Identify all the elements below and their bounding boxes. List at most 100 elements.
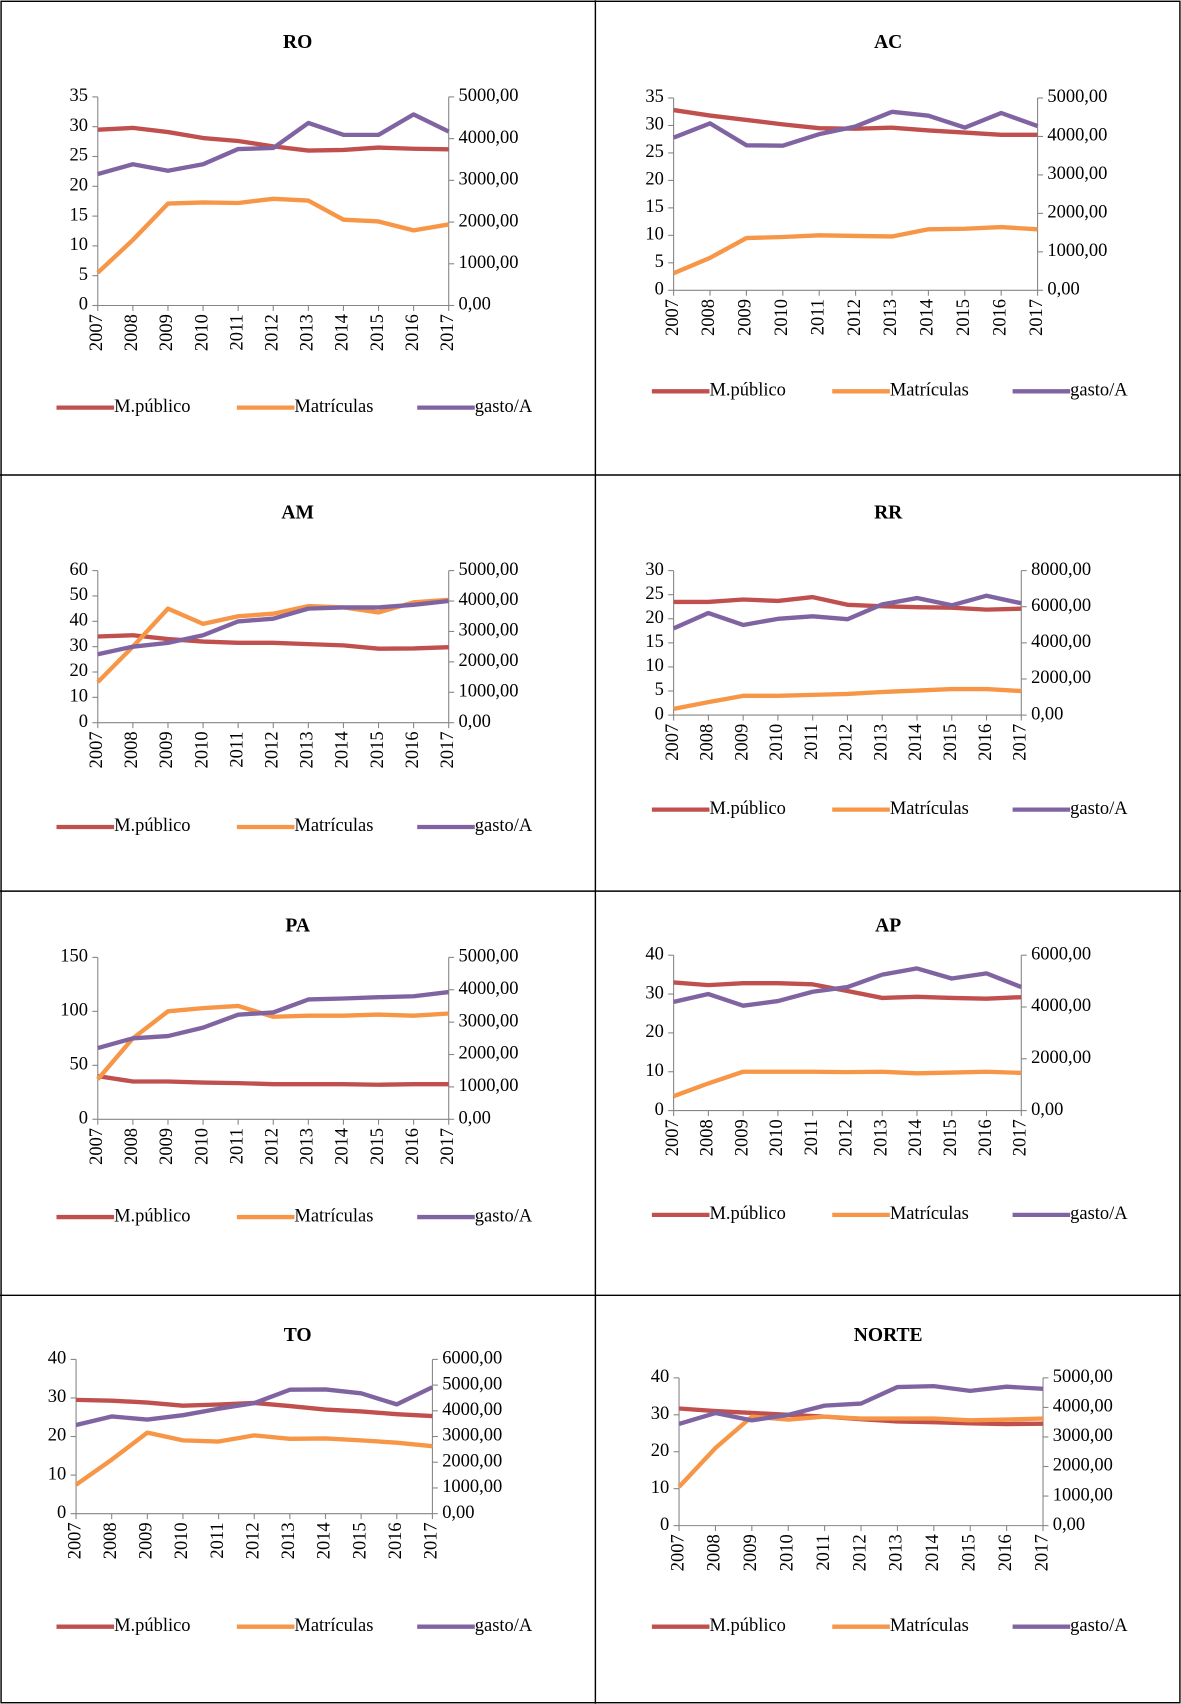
x-tick-label: 2007 <box>86 731 106 768</box>
y2-tick-label: 3000,00 <box>1047 163 1107 183</box>
x-tick-label: 2010 <box>766 1119 786 1156</box>
y2-tick-label: 0,00 <box>458 1108 490 1128</box>
y2-tick-label: 4000,00 <box>442 1399 502 1419</box>
x-tick-label: 2015 <box>958 1534 978 1571</box>
legend-label: Matrículas <box>890 380 969 400</box>
x-tick-label: 2011 <box>801 724 821 760</box>
x-tick-label: 2013 <box>870 1119 890 1156</box>
y2-tick-label: 0,00 <box>442 1502 474 1522</box>
x-tick-label: 2015 <box>953 299 973 336</box>
legend-label: Matrículas <box>890 1203 969 1223</box>
legend-label: gasto/A <box>1070 1615 1128 1635</box>
chart: AM 0 10 20 30 40 50 60 0,00 1000,00 2000,00 3000,00… <box>56 503 533 835</box>
y-tick-label: 40 <box>645 943 663 963</box>
x-tick-label: 2014 <box>917 299 937 336</box>
legend-label: gasto/A <box>475 396 533 416</box>
legend-label: M.público <box>709 798 785 818</box>
x-tick-label: 2015 <box>367 731 387 768</box>
series-line <box>673 686 1022 711</box>
y-tick-label: 30 <box>48 1386 66 1406</box>
x-tick-label: 2017 <box>1026 299 1046 336</box>
chart-title: RO <box>283 32 312 53</box>
y-tick-label: 0 <box>79 711 88 731</box>
y-tick-label: 30 <box>645 559 663 579</box>
x-tick-label: 2008 <box>121 1128 141 1165</box>
x-tick-label: 2012 <box>844 299 864 336</box>
x-tick-label: 2017 <box>437 731 457 768</box>
y-tick-label: 20 <box>70 660 88 680</box>
x-tick-label: 2014 <box>905 724 925 761</box>
chart-title: AC <box>874 32 902 53</box>
y2-tick-label: 2000,00 <box>1053 1455 1113 1475</box>
y2-tick-label: 4000,00 <box>1047 125 1107 145</box>
series-line <box>97 989 449 1051</box>
series-line <box>97 1073 449 1087</box>
x-tick-label: 2014 <box>922 1534 942 1571</box>
y2-tick-label: 2000,00 <box>458 650 518 670</box>
x-tick-label: 2011 <box>226 731 246 767</box>
legend-label: M.público <box>114 1615 190 1635</box>
y-tick-label: 35 <box>645 86 663 106</box>
x-tick-label: 2009 <box>740 1534 760 1571</box>
x-tick-label: 2008 <box>704 1534 724 1571</box>
y-tick-label: 20 <box>645 1021 663 1041</box>
y-tick-label: 5 <box>655 251 664 271</box>
y2-tick-label: 2000,00 <box>458 210 518 230</box>
series-line <box>673 107 1038 137</box>
x-tick-label: 2011 <box>207 1522 227 1558</box>
x-tick-label: 2007 <box>667 1534 687 1571</box>
y2-tick-label: 1000,00 <box>1053 1484 1113 1504</box>
chart: RR 0 5 10 15 20 25 30 0,00 2000,00 4000,00 6000,00 8… <box>645 503 1128 818</box>
x-tick-label: 2012 <box>261 314 281 351</box>
legend-label: M.público <box>709 1615 785 1635</box>
legend-label: Matrículas <box>294 1205 373 1225</box>
series-line <box>672 109 1039 148</box>
y2-tick-label: 6000,00 <box>442 1348 502 1368</box>
x-tick-label: 2015 <box>940 1119 960 1156</box>
legend-label: Matrículas <box>294 1615 373 1635</box>
x-tick-label: 2012 <box>849 1534 869 1571</box>
chart: TO 0 10 20 30 40 0,00 1000,00 2000,00 3000,00 4000… <box>48 1325 533 1635</box>
x-tick-label: 2016 <box>402 314 422 351</box>
x-tick-label: 2011 <box>226 314 246 350</box>
x-tick-label: 2017 <box>421 1522 441 1559</box>
legend-label: M.público <box>709 380 785 400</box>
legend-label: gasto/A <box>1070 798 1128 818</box>
y2-tick-label: 3000,00 <box>458 620 518 640</box>
y2-tick-label: 3000,00 <box>442 1425 502 1445</box>
x-tick-label: 2010 <box>191 731 211 768</box>
y-tick-label: 0 <box>79 294 88 314</box>
y-tick-label: 35 <box>70 85 88 105</box>
series-line <box>677 1414 1044 1489</box>
chart: PA 0 50 100 150 0,00 1000,00 2000,00 3000,00 4000… <box>56 915 533 1225</box>
legend-label: gasto/A <box>475 1615 533 1635</box>
y-tick-label: 10 <box>645 655 663 675</box>
x-tick-label: 2008 <box>698 299 718 336</box>
x-tick-label: 2014 <box>332 314 352 351</box>
y-tick-label: 0 <box>57 1502 66 1522</box>
legend-label: Matrículas <box>890 1615 969 1635</box>
chart: RO 0 5 10 15 20 25 30 35 0,00 1000,00 2000,00 3000,0… <box>56 32 533 416</box>
y2-tick-label: 5000,00 <box>1053 1366 1113 1386</box>
y-tick-label: 0 <box>655 1099 664 1119</box>
y-tick-label: 0 <box>79 1108 88 1128</box>
y2-tick-label: 6000,00 <box>1031 943 1091 963</box>
x-tick-label: 2008 <box>697 724 717 761</box>
y-tick-label: 30 <box>651 1403 669 1423</box>
series-line <box>75 1385 434 1428</box>
y2-tick-label: 2000,00 <box>1031 667 1091 687</box>
y2-tick-label: 4000,00 <box>458 127 518 147</box>
legend-label: M.público <box>709 1203 785 1223</box>
series-line <box>74 1430 433 1487</box>
y-tick-label: 50 <box>70 1054 88 1074</box>
chart-title: RR <box>874 503 903 524</box>
y-tick-label: 10 <box>70 234 88 254</box>
series-line <box>96 196 450 275</box>
legend-label: gasto/A <box>1070 1203 1128 1223</box>
x-tick-label: 2016 <box>402 1128 422 1165</box>
chart: NORTE 0 10 20 30 40 0,00 1000,00 2000,00 3000,00 4… <box>651 1325 1128 1635</box>
x-tick-label: 2017 <box>1010 1119 1030 1156</box>
legend-label: Matrículas <box>294 396 373 416</box>
